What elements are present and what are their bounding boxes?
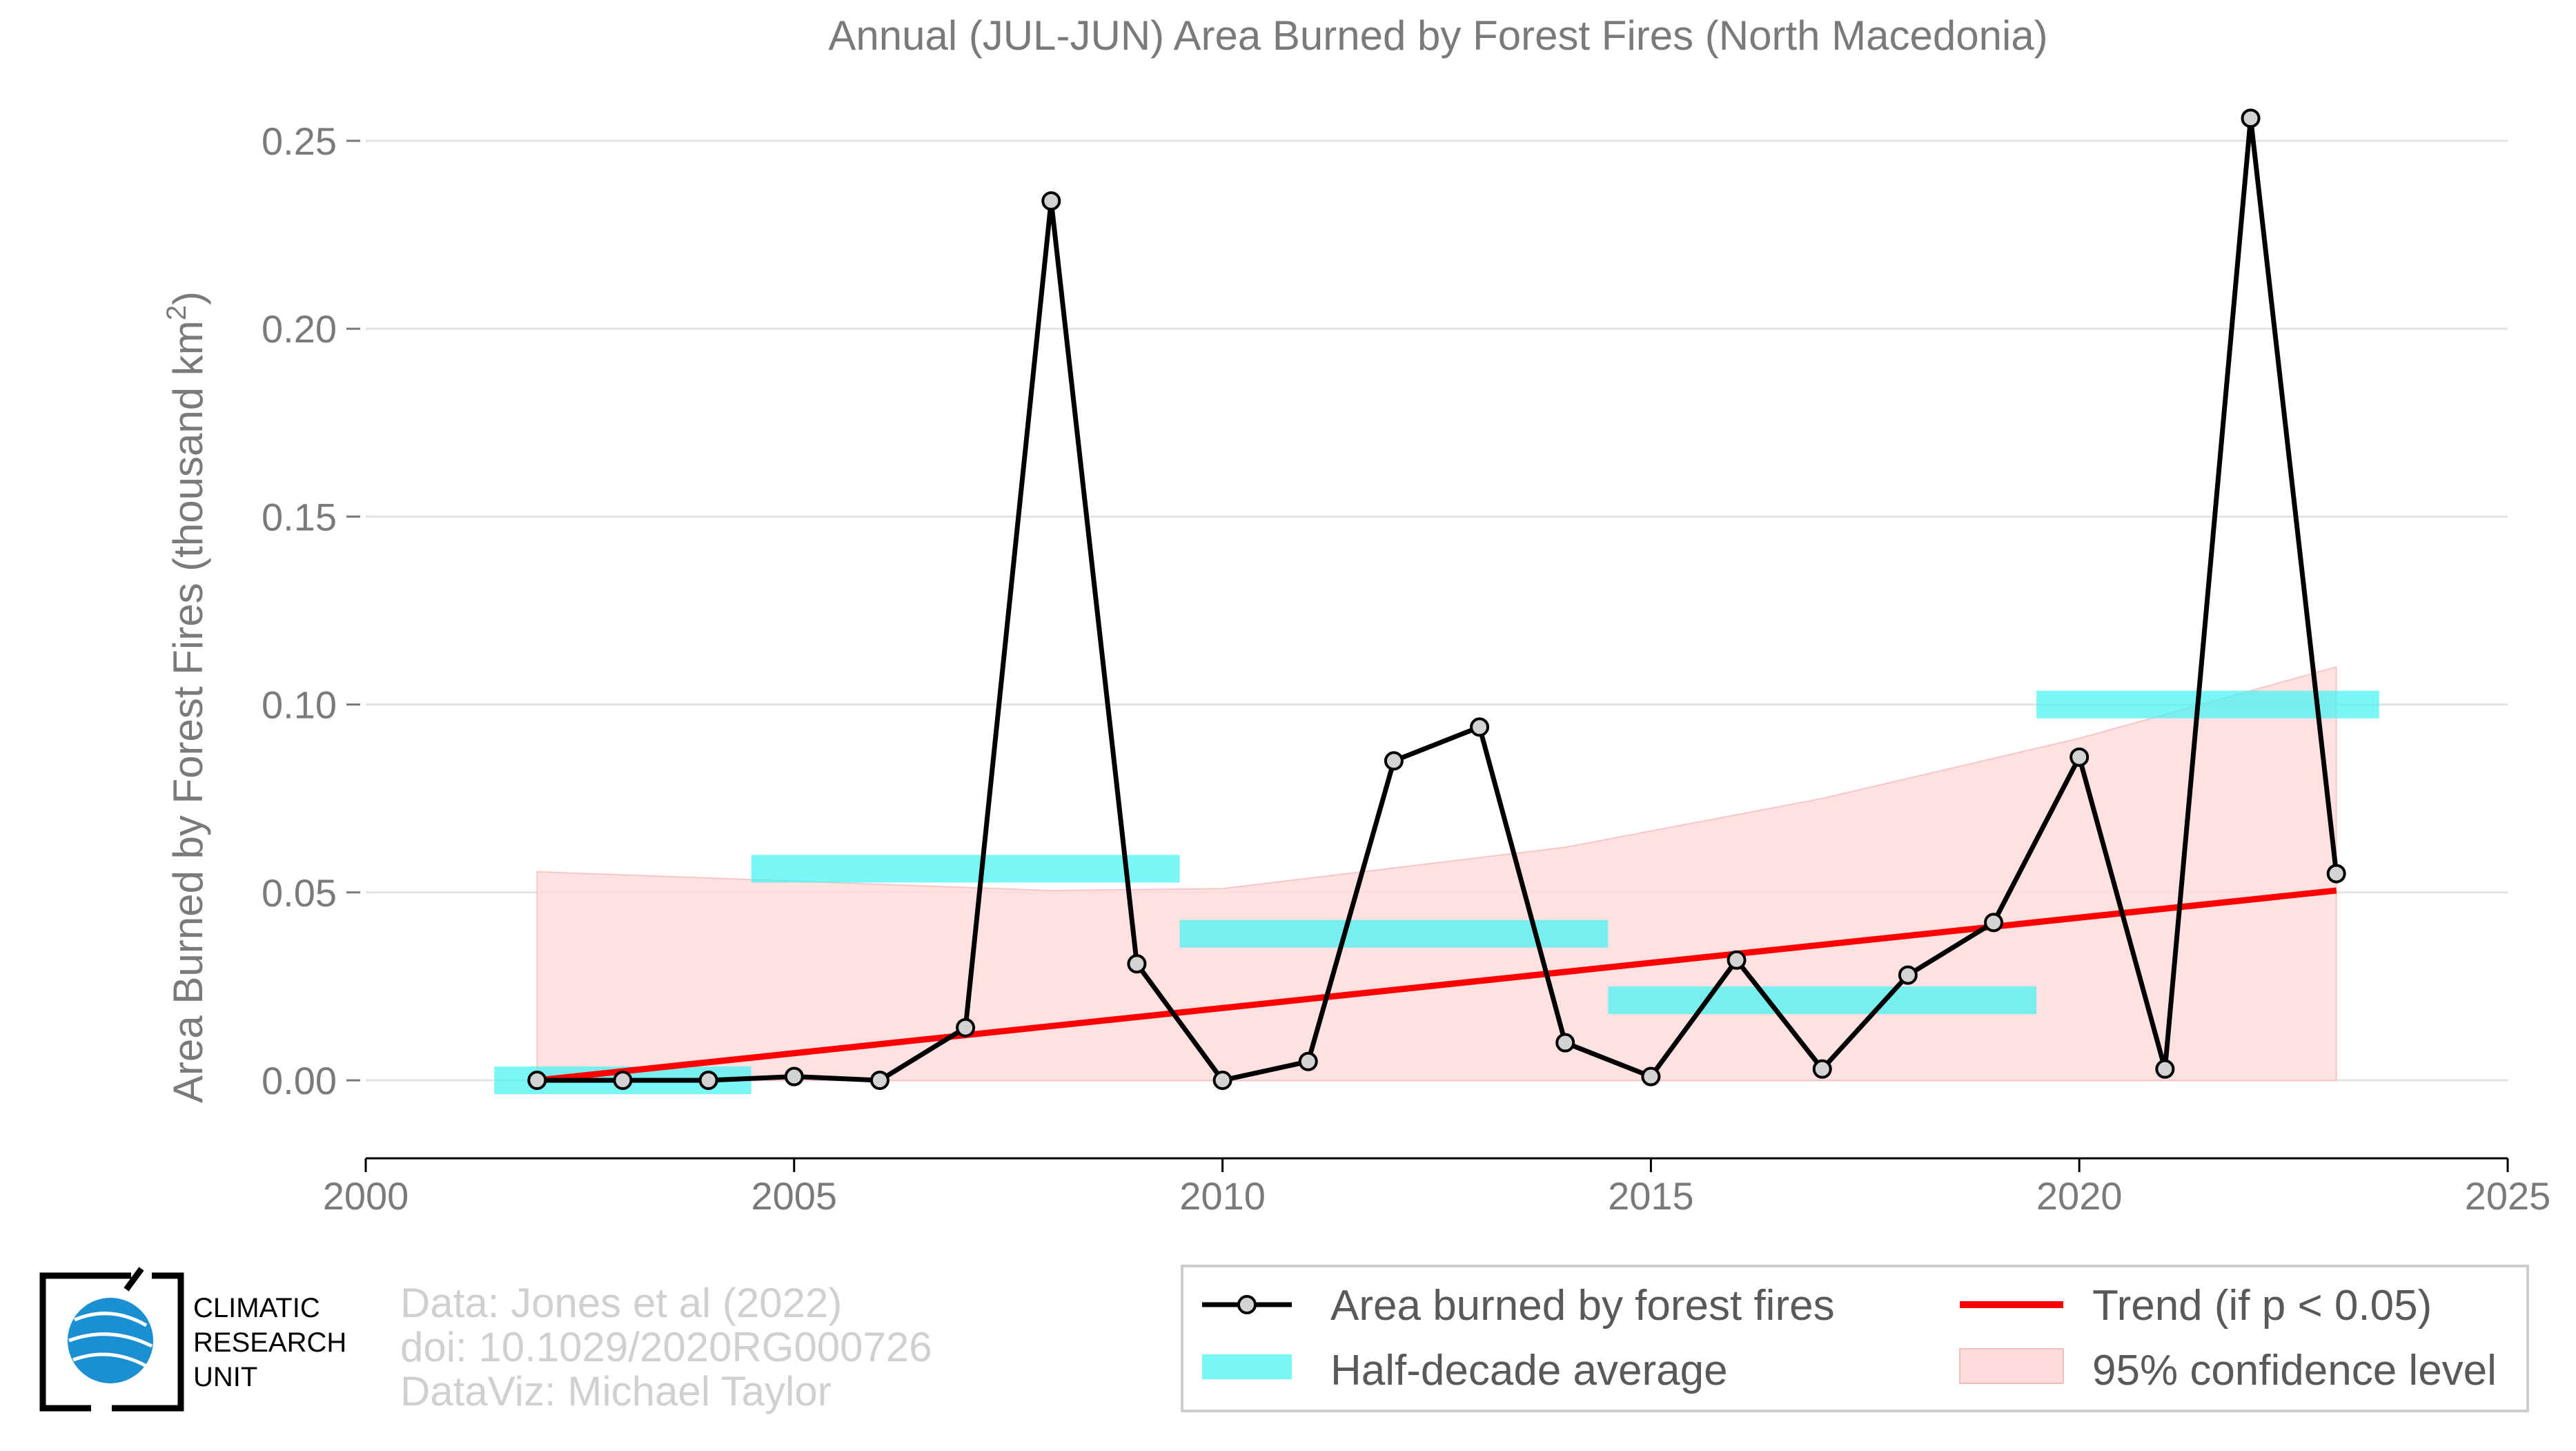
x-ticks: 2000 2005 2010 2015 2020 2025 [323, 1158, 2551, 1218]
data-point-2015 [1641, 1067, 1661, 1087]
credit-dataviz: DataViz: Michael Taylor [400, 1368, 832, 1414]
data-point-2007 [956, 1017, 976, 1038]
confidence-band [536, 665, 2337, 1081]
legend-label-trend: Trend (if p < 0.05) [2092, 1282, 2432, 1330]
legend-label-half-decade: Half-decade average [1330, 1347, 1728, 1394]
y-tick-label-2: 0.10 [262, 683, 337, 727]
legend-swatch-half-decade [1202, 1354, 1292, 1379]
globe-swirl-1 [74, 1312, 148, 1327]
trend-layer [536, 887, 2337, 1084]
half-decade-average-bar-4 [2036, 690, 2379, 719]
data-point-2013 [1470, 717, 1490, 737]
data-point-2002 [527, 1071, 547, 1090]
data-point-2010 [1212, 1071, 1232, 1090]
data-point-2021 [2155, 1059, 2175, 1079]
logo-bracket-left [39, 1272, 131, 1412]
area-burned-series-layer [527, 108, 2346, 1090]
data-point-2003 [613, 1071, 633, 1090]
y-tick-label-0: 0.00 [262, 1059, 337, 1102]
y-axis-title-close: ) [165, 291, 211, 305]
data-point-2018 [1898, 965, 1918, 985]
x-tick-label-4: 2020 [2036, 1174, 2123, 1218]
data-point-2014 [1555, 1033, 1575, 1053]
legend-swatch-area-burned-marker [1237, 1295, 1257, 1314]
legend-box [1181, 1265, 2529, 1412]
y-tick-label-4: 0.20 [262, 307, 337, 351]
data-point-2016 [1727, 950, 1747, 970]
logo-slash [124, 1267, 144, 1292]
confidence-band-layer [536, 665, 2337, 1081]
data-point-2005 [784, 1067, 804, 1087]
half-decade-average-bar-2 [1179, 919, 1609, 948]
data-point-2022 [2241, 108, 2261, 128]
x-tick-label-0: 2000 [323, 1174, 409, 1218]
globe-swirl-2 [68, 1332, 153, 1348]
y-tick-label-5: 0.25 [262, 119, 337, 163]
x-tick-label-1: 2005 [751, 1174, 838, 1218]
legend: Area burned by forest fires Half-decade … [1181, 1265, 2529, 1412]
y-axis-title-sup: 2 [161, 305, 192, 320]
data-point-2019 [1984, 913, 2004, 933]
y-tick-label-1: 0.05 [262, 871, 337, 915]
y-tick-label-3: 0.15 [262, 495, 337, 538]
data-point-2011 [1298, 1051, 1318, 1071]
data-point-2006 [869, 1071, 889, 1090]
data-point-2009 [1127, 954, 1147, 974]
area-burned-line [537, 115, 2339, 1083]
data-point-2008 [1041, 191, 1061, 211]
legend-swatch-confidence [1959, 1348, 2064, 1384]
globe-swirl-3 [72, 1352, 149, 1369]
x-tick-label-5: 2025 [2465, 1174, 2551, 1218]
half-decade-average-bar-3 [1608, 986, 2037, 1015]
credit-data: Data: Jones et al (2022) [400, 1280, 842, 1326]
logo-line-1: CLIMATIC [193, 1293, 320, 1323]
legend-label-confidence: 95% confidence level [2092, 1347, 2497, 1394]
y-axis-title-main: Area Burned by Forest Fires (thousand km [165, 320, 211, 1103]
data-point-2012 [1384, 751, 1404, 771]
y-ticks: 0.00 0.05 0.10 0.15 0.20 0.25 [262, 119, 360, 1102]
x-tick-label-3: 2015 [1608, 1174, 1694, 1218]
trend-line [536, 887, 2337, 1084]
logo-bracket-right [112, 1272, 184, 1412]
x-tick-label-2: 2010 [1179, 1174, 1266, 1218]
legend-label-area-burned: Area burned by forest fires [1330, 1282, 1835, 1330]
logo-line-2: RESEARCH [193, 1327, 346, 1358]
credit-doi: doi: 10.1029/2020RG000726 [400, 1324, 932, 1370]
chart-title: Annual (JUL-JUN) Area Burned by Forest F… [828, 12, 2047, 59]
cru-logo: CLIMATIC RESEARCH UNIT [39, 1267, 346, 1412]
y-axis-title: Area Burned by Forest Fires (thousand km… [161, 291, 211, 1103]
half-decade-average-bar-1 [751, 855, 1180, 883]
data-point-2020 [2069, 747, 2090, 767]
data-point-2023 [2326, 864, 2346, 884]
data-point-2017 [1812, 1059, 1832, 1079]
logo-line-3: UNIT [193, 1362, 257, 1392]
data-point-2004 [698, 1071, 718, 1090]
